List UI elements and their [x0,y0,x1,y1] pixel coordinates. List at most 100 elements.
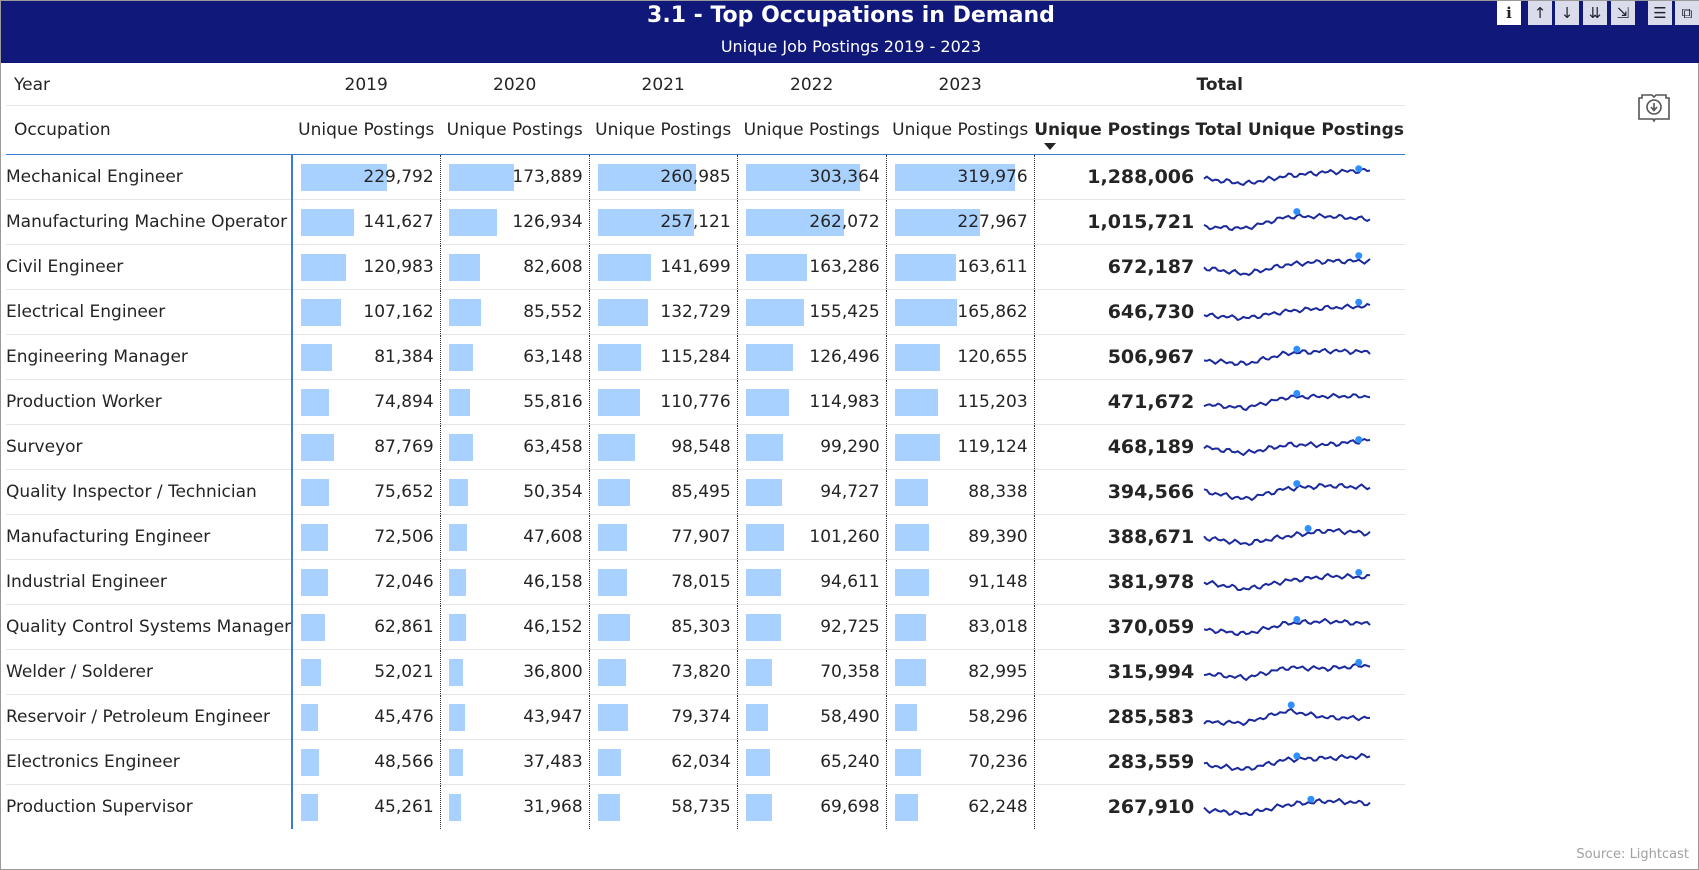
value-cell-2023[interactable]: 120,655 [886,334,1035,380]
value-cell-2021[interactable]: 58,735 [589,784,738,829]
sparkline-cell[interactable] [1194,424,1406,470]
occupation-name[interactable]: Production Supervisor [6,784,294,829]
table-row[interactable]: Civil Engineer 120,983 82,608 141,699 163,28… [6,244,1406,290]
value-cell-2021[interactable]: 115,284 [589,334,738,380]
unique-postings-header-2023[interactable]: Unique Postings [886,105,1035,155]
total-value[interactable]: 381,978 [1034,559,1195,605]
value-cell-2022[interactable]: 65,240 [737,739,887,785]
total-value[interactable]: 370,059 [1034,604,1195,650]
value-cell-2021[interactable]: 132,729 [589,289,738,335]
value-cell-2023[interactable]: 58,296 [886,694,1035,740]
value-cell-2022[interactable]: 92,725 [737,604,887,650]
total-value[interactable]: 283,559 [1034,739,1195,785]
table-row[interactable]: Electronics Engineer 48,566 37,483 62,034 65… [6,739,1406,785]
value-cell-2021[interactable]: 79,374 [589,694,738,740]
table-row[interactable]: Production Supervisor 45,261 31,968 58,735 6… [6,784,1405,829]
value-cell-2023[interactable]: 82,995 [886,649,1035,695]
value-cell-2021[interactable]: 257,121 [589,199,738,245]
value-cell-2019[interactable]: 81,384 [292,334,441,380]
sparkline-cell[interactable] [1194,379,1406,425]
total-value[interactable]: 672,187 [1034,244,1195,290]
occupation-name[interactable]: Quality Inspector / Technician [6,469,294,515]
occupation-name[interactable]: Quality Control Systems Manager [6,604,294,650]
value-cell-2019[interactable]: 52,021 [292,649,441,695]
year-2022[interactable]: 2022 [737,64,887,106]
occupation-name[interactable]: Reservoir / Petroleum Engineer [6,694,294,740]
value-cell-2021[interactable]: 98,548 [589,424,738,470]
occupation-name[interactable]: Engineering Manager [6,334,294,380]
value-cell-2019[interactable]: 72,506 [292,514,441,560]
value-cell-2020[interactable]: 126,934 [440,199,590,245]
value-cell-2020[interactable]: 47,608 [440,514,590,560]
value-cell-2019[interactable]: 75,652 [292,469,441,515]
occupation-name[interactable]: Civil Engineer [6,244,294,290]
occupation-name[interactable]: Surveyor [6,424,294,470]
value-cell-2020[interactable]: 43,947 [440,694,590,740]
value-cell-2021[interactable]: 85,303 [589,604,738,650]
value-cell-2020[interactable]: 36,800 [440,649,590,695]
value-cell-2022[interactable]: 58,490 [737,694,887,740]
sparkline-cell[interactable] [1194,604,1406,650]
table-row[interactable]: Quality Inspector / Technician 75,652 50,3… [6,469,1406,515]
value-cell-2021[interactable]: 73,820 [589,649,738,695]
value-cell-2019[interactable]: 107,162 [292,289,441,335]
sparkline-cell[interactable] [1194,739,1406,785]
value-cell-2023[interactable]: 165,862 [886,289,1035,335]
value-cell-2022[interactable]: 94,727 [737,469,887,515]
table-row[interactable]: Surveyor 87,769 63,458 98,548 99,290 119,124 4… [6,424,1406,470]
expand-next-level-icon[interactable]: ⇊ [1583,1,1607,25]
sparkline-cell[interactable] [1194,559,1406,605]
unique-postings-header-2020[interactable]: Unique Postings [440,105,590,155]
year-2019[interactable]: 2019 [292,64,441,106]
value-cell-2019[interactable]: 72,046 [292,559,441,605]
occupation-name[interactable]: Electrical Engineer [6,289,294,335]
value-cell-2022[interactable]: 163,286 [737,244,887,290]
sparkline-cell[interactable] [1194,199,1406,245]
value-cell-2020[interactable]: 31,968 [440,784,590,829]
table-row[interactable]: Engineering Manager 81,384 63,148 115,284 12… [6,334,1406,380]
value-cell-2019[interactable]: 74,894 [292,379,441,425]
total-value[interactable]: 1,015,721 [1034,199,1195,245]
table-row[interactable]: Production Worker 74,894 55,816 110,776 114,… [6,379,1406,425]
value-cell-2021[interactable]: 85,495 [589,469,738,515]
occupation-name[interactable]: Mechanical Engineer [6,154,294,200]
value-cell-2023[interactable]: 115,203 [886,379,1035,425]
value-cell-2022[interactable]: 126,496 [737,334,887,380]
value-cell-2020[interactable]: 85,552 [440,289,590,335]
total-value[interactable]: 388,671 [1034,514,1195,560]
drill-up-icon[interactable]: ↑ [1528,1,1552,25]
info-icon[interactable]: i [1497,1,1521,25]
sparkline-cell[interactable] [1194,649,1406,695]
occupation-name[interactable]: Production Worker [6,379,294,425]
occupation-name[interactable]: Electronics Engineer [6,739,294,785]
value-cell-2022[interactable]: 155,425 [737,289,887,335]
table-row[interactable]: Quality Control Systems Manager 62,861 46,… [6,604,1406,650]
value-cell-2020[interactable]: 46,158 [440,559,590,605]
filter-icon[interactable]: ☰ [1648,1,1672,25]
value-cell-2023[interactable]: 83,018 [886,604,1035,650]
occupation-name[interactable]: Manufacturing Machine Operator [6,199,294,245]
value-cell-2019[interactable]: 48,566 [292,739,441,785]
value-cell-2019[interactable]: 229,792 [292,154,441,200]
value-cell-2019[interactable]: 62,861 [292,604,441,650]
value-cell-2022[interactable]: 94,611 [737,559,887,605]
table-row[interactable]: Electrical Engineer 107,162 85,552 132,729 1… [6,289,1406,335]
value-cell-2023[interactable]: 91,148 [886,559,1035,605]
value-cell-2022[interactable]: 262,072 [737,199,887,245]
drill-down-icon[interactable]: ↓ [1555,1,1579,25]
sparkline-cell[interactable] [1194,244,1406,290]
table-row[interactable]: Manufacturing Engineer 72,506 47,608 77,907… [6,514,1406,560]
occupation-name[interactable]: Welder / Solderer [6,649,294,695]
sparkline-cell[interactable] [1194,289,1406,335]
total-unique-postings-header[interactable]: Unique Postings [1034,105,1195,155]
unique-postings-header-2019[interactable]: Unique Postings [292,105,441,155]
total-value[interactable]: 394,566 [1034,469,1195,515]
value-cell-2023[interactable]: 119,124 [886,424,1035,470]
value-cell-2019[interactable]: 45,261 [292,784,441,829]
sparkline-cell[interactable] [1194,694,1406,740]
total-value[interactable]: 267,910 [1107,796,1195,818]
sparkline-header[interactable]: Total Unique Postings [1194,105,1406,155]
value-cell-2020[interactable]: 63,148 [440,334,590,380]
total-value[interactable]: 468,189 [1034,424,1195,470]
unique-postings-header-2022[interactable]: Unique Postings [737,105,887,155]
